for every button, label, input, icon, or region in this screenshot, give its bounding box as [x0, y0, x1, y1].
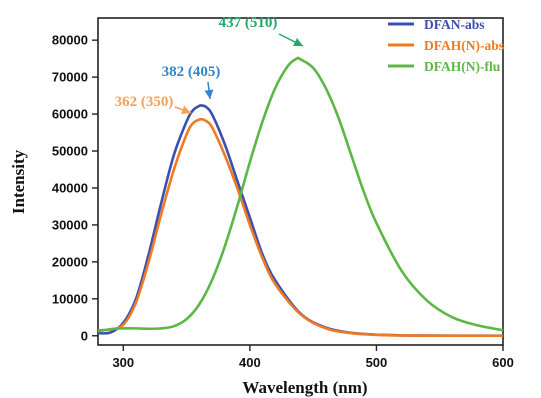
legend-label-dfah-n-abs: DFAH(N)-abs [424, 38, 504, 53]
legend-label-dfah-n-flu: DFAH(N)-flu [424, 59, 501, 74]
x-tick-label: 400 [239, 355, 261, 370]
x-tick-label: 500 [366, 355, 388, 370]
legend: DFAN-abs DFAH(N)-abs DFAH(N)-flu [388, 17, 504, 74]
y-tick-label: 60000 [52, 107, 88, 122]
plot-area: 300 400 500 600 0 10000 20000 30000 40000 50000 60… [52, 17, 514, 370]
series-line-dfah-n-abs [97, 117, 504, 338]
y-tick-label: 70000 [52, 70, 88, 85]
legend-label-dfan-abs: DFAN-abs [424, 17, 485, 32]
y-tick-label: 40000 [52, 180, 88, 195]
x-tick-label: 300 [112, 355, 134, 370]
series-layer [97, 56, 504, 338]
annotation-arrow [204, 81, 214, 100]
y-tick-label: 10000 [52, 291, 88, 306]
series-line-dfah-n-flu [97, 56, 504, 333]
y-axis-title: Intensity [9, 149, 28, 214]
annotation-arrow [174, 105, 192, 115]
y-tick-label: 0 [81, 328, 88, 343]
x-axis-title: Wavelength (nm) [242, 378, 367, 397]
annotation-arrow [278, 33, 304, 47]
annotation-label: 382 (405) [162, 64, 221, 80]
y-tick-label: 50000 [52, 144, 88, 159]
y-tick-label: 20000 [52, 254, 88, 269]
plot-frame [97, 17, 504, 346]
y-tick-label: 80000 [52, 33, 88, 48]
y-tick-label: 30000 [52, 217, 88, 232]
annotation-label: 437 (510) [219, 15, 278, 31]
annotation-label: 362 (350) [115, 94, 174, 110]
x-tick-label: 600 [492, 355, 514, 370]
annotation-layer: 437 (510) 382 (405) 362 (350) [115, 15, 304, 115]
